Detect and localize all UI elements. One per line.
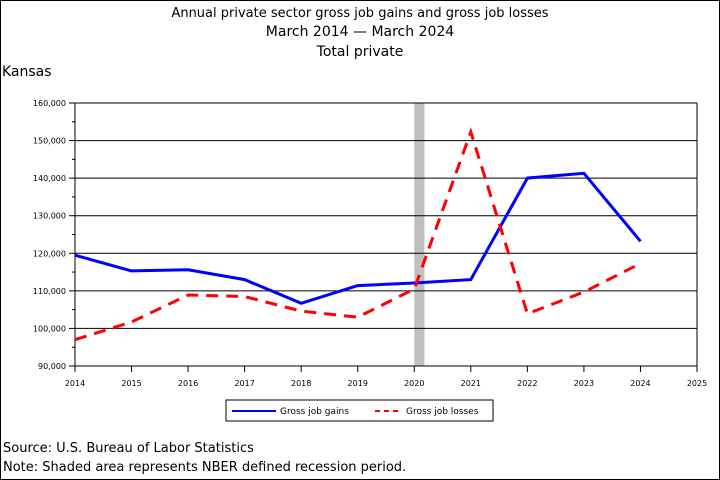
- legend-box: [225, 399, 494, 422]
- x-tick-label: 2017: [234, 379, 254, 388]
- source-text: Source: U.S. Bureau of Labor Statistics: [3, 441, 254, 456]
- x-tick-label: 2024: [630, 379, 650, 388]
- y-tick-label: 160,000: [33, 99, 66, 108]
- chart-title: Annual private sector gross job gains an…: [171, 6, 549, 21]
- x-tick-label: 2020: [404, 379, 424, 388]
- series-line-gross-job-losses: [74, 127, 642, 342]
- x-tick-label: 2019: [348, 379, 368, 388]
- y-tick-label: 150,000: [33, 137, 66, 146]
- y-tick-label: 100,000: [33, 324, 66, 333]
- legend: Gross job gains Gross job losses: [225, 399, 494, 422]
- chart-subtitle: Total private: [316, 44, 404, 60]
- x-tick-label: 2021: [461, 379, 481, 388]
- legend-label: Gross job gains: [280, 407, 349, 417]
- recession-shade: [414, 103, 425, 366]
- y-tick-label: 140,000: [33, 174, 66, 183]
- legend-label: Gross job losses: [406, 407, 479, 417]
- note-text: Note: Shaded area represents NBER define…: [3, 460, 407, 475]
- x-tick-label: 2025: [687, 379, 707, 388]
- x-tick-label: 2014: [65, 379, 85, 388]
- chart-period: March 2014 — March 2024: [265, 24, 455, 40]
- x-tick-label: 2015: [121, 379, 141, 388]
- y-tick-label: 130,000: [33, 212, 66, 221]
- y-tick-label: 120,000: [33, 249, 66, 258]
- y-tick-label: 90,000: [38, 362, 66, 371]
- series-line-gross-job-gains: [74, 171, 642, 305]
- x-tick-label: 2018: [291, 379, 311, 388]
- x-tick-label: 2022: [517, 379, 537, 388]
- y-tick-label: 110,000: [33, 287, 66, 296]
- x-tick-label: 2016: [178, 379, 198, 388]
- plot-border: [74, 102, 698, 367]
- region-label: Kansas: [2, 64, 52, 80]
- x-tick-label: 2023: [574, 379, 594, 388]
